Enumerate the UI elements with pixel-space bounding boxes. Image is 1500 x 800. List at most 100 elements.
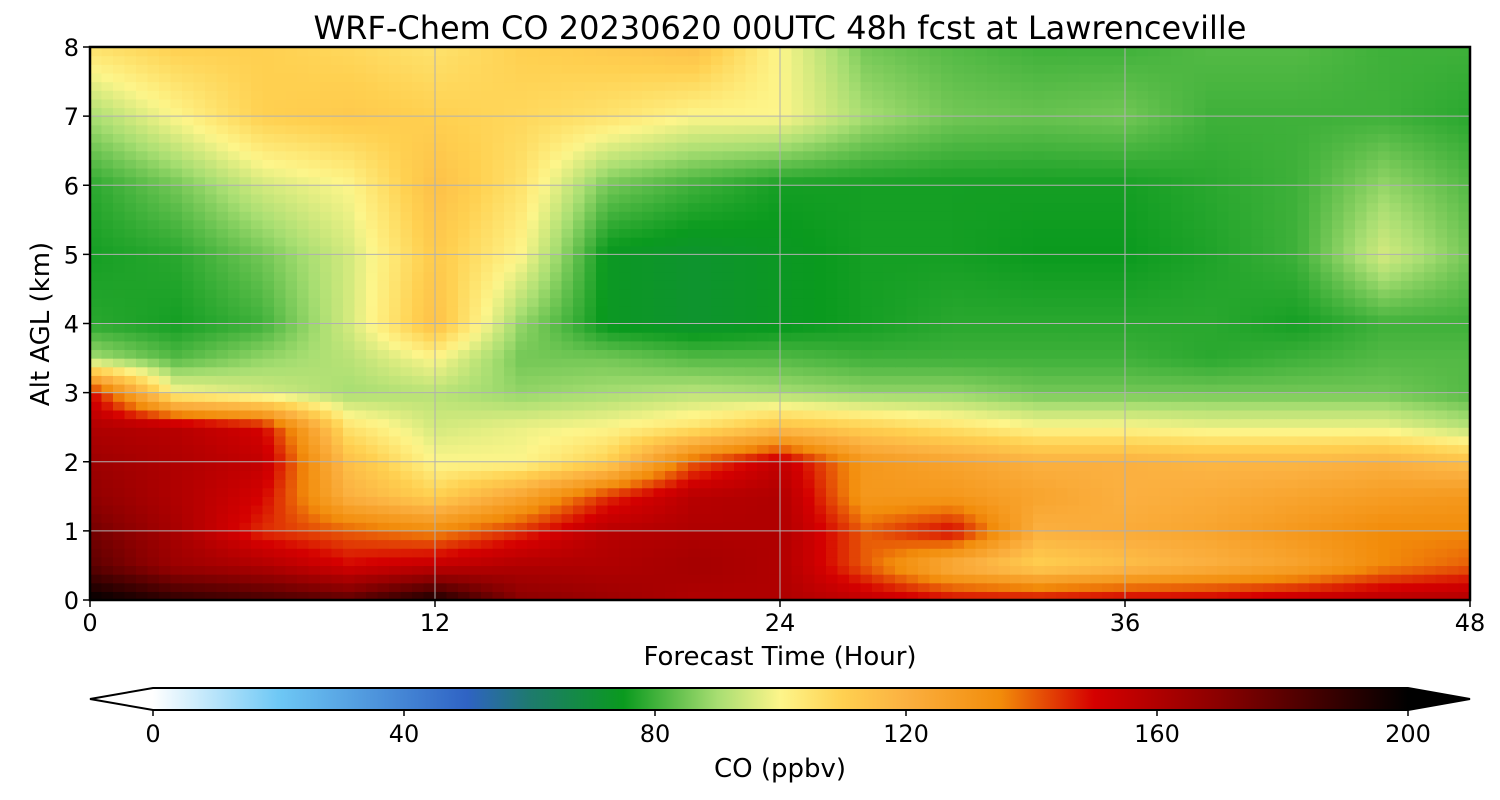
- contour-cell: [125, 427, 137, 436]
- contour-cell: [1194, 367, 1206, 376]
- contour-cell: [1137, 332, 1149, 341]
- contour-cell: [401, 375, 413, 384]
- contour-cell: [642, 332, 654, 341]
- contour-cell: [596, 367, 608, 376]
- contour-cell: [1344, 263, 1356, 272]
- contour-cell: [1160, 246, 1172, 255]
- contour-cell: [1286, 540, 1298, 549]
- contour-cell: [665, 384, 677, 393]
- contour-cell: [366, 358, 378, 367]
- contour-cell: [1355, 427, 1367, 436]
- contour-cell: [458, 557, 470, 566]
- contour-cell: [918, 367, 930, 376]
- contour-cell: [884, 531, 896, 540]
- contour-cell: [447, 574, 459, 583]
- contour-cell: [757, 470, 769, 479]
- contour-cell: [1355, 384, 1367, 393]
- contour-cell: [1424, 514, 1436, 523]
- contour-cell: [136, 280, 148, 289]
- contour-cell: [734, 306, 746, 315]
- contour-cell: [1033, 246, 1045, 255]
- contour-cell: [1171, 246, 1183, 255]
- contour-cell: [1413, 315, 1425, 324]
- contour-cell: [125, 565, 137, 574]
- contour-cell: [872, 306, 884, 315]
- contour-cell: [90, 375, 102, 384]
- contour-cell: [447, 246, 459, 255]
- contour-cell: [1263, 315, 1275, 324]
- contour-cell: [1022, 436, 1034, 445]
- contour-cell: [1160, 315, 1172, 324]
- contour-cell: [343, 583, 355, 592]
- contour-cell: [734, 237, 746, 246]
- contour-cell: [1010, 263, 1022, 272]
- contour-cell: [1263, 427, 1275, 436]
- contour-cell: [1033, 263, 1045, 272]
- contour-cell: [1160, 583, 1172, 592]
- contour-cell: [872, 540, 884, 549]
- contour-cell: [849, 289, 861, 298]
- contour-cell: [803, 263, 815, 272]
- contour-cell: [746, 505, 758, 514]
- contour-cell: [608, 548, 620, 557]
- contour-cell: [1355, 332, 1367, 341]
- contour-cell: [895, 574, 907, 583]
- contour-cell: [608, 540, 620, 549]
- contour-cell: [1206, 583, 1218, 592]
- contour-cell: [228, 514, 240, 523]
- contour-cell: [504, 358, 516, 367]
- contour-cell: [171, 453, 183, 462]
- contour-cell: [654, 444, 666, 453]
- contour-cell: [550, 436, 562, 445]
- contour-cell: [964, 479, 976, 488]
- contour-cell: [401, 358, 413, 367]
- contour-cell: [194, 565, 206, 574]
- contour-cell: [838, 514, 850, 523]
- contour-cell: [1401, 393, 1413, 402]
- contour-cell: [1378, 324, 1390, 333]
- contour-cell: [608, 505, 620, 514]
- contour-cell: [447, 436, 459, 445]
- contour-cell: [470, 583, 482, 592]
- contour-cell: [113, 358, 125, 367]
- contour-cell: [1367, 444, 1379, 453]
- contour-cell: [205, 540, 217, 549]
- contour-cell: [1091, 315, 1103, 324]
- contour-cell: [424, 548, 436, 557]
- contour-cell: [424, 583, 436, 592]
- contour-cell: [1183, 298, 1195, 307]
- contour-cell: [907, 272, 919, 281]
- contour-cell: [435, 384, 447, 393]
- contour-cell: [734, 410, 746, 419]
- contour-cell: [642, 444, 654, 453]
- contour-cell: [412, 436, 424, 445]
- contour-cell: [746, 375, 758, 384]
- contour-cell: [274, 436, 286, 445]
- contour-cell: [389, 557, 401, 566]
- contour-cell: [1390, 401, 1402, 410]
- contour-cell: [458, 341, 470, 350]
- contour-cell: [136, 341, 148, 350]
- contour-cell: [182, 341, 194, 350]
- contour-cell: [780, 298, 792, 307]
- contour-cell: [976, 280, 988, 289]
- contour-cell: [1309, 565, 1321, 574]
- contour-cell: [493, 375, 505, 384]
- contour-cell: [642, 246, 654, 255]
- contour-cell: [1148, 410, 1160, 419]
- contour-cell: [435, 531, 447, 540]
- contour-cell: [1183, 453, 1195, 462]
- contour-cell: [711, 384, 723, 393]
- contour-cell: [642, 531, 654, 540]
- contour-cell: [194, 505, 206, 514]
- contour-cell: [1217, 583, 1229, 592]
- contour-cell: [1286, 488, 1298, 497]
- contour-cell: [711, 375, 723, 384]
- contour-cell: [1217, 565, 1229, 574]
- contour-cell: [136, 436, 148, 445]
- contour-cell: [999, 401, 1011, 410]
- contour-cell: [815, 436, 827, 445]
- contour-cell: [1068, 505, 1080, 514]
- contour-cell: [493, 496, 505, 505]
- contour-cell: [504, 488, 516, 497]
